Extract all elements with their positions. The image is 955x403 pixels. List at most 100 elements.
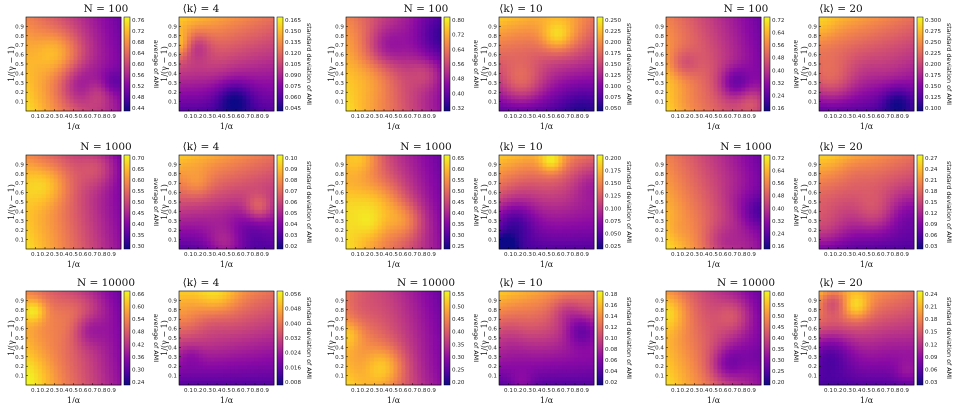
heatmap-cell <box>401 60 406 65</box>
heatmap-cell <box>401 36 406 41</box>
heatmap-cell <box>57 202 63 207</box>
heatmap-cell <box>222 28 227 34</box>
heatmap-cell <box>709 107 714 112</box>
heatmap-cell <box>109 237 114 242</box>
heatmap-cell <box>353 48 359 53</box>
heatmap-cell <box>902 91 907 96</box>
heatmap-cell <box>902 87 907 92</box>
heatmap-cell <box>369 32 375 37</box>
heatmap-cell <box>874 91 879 96</box>
heatmap-cell <box>41 103 47 108</box>
heatmap-cell <box>61 24 66 30</box>
heatmap-cell <box>886 20 891 26</box>
heatmap-cell <box>709 67 714 73</box>
heatmap-cell <box>81 67 86 73</box>
heatmap-cell <box>206 190 212 195</box>
heatmap-cell <box>218 79 223 84</box>
heatmap-cell <box>101 241 106 246</box>
heatmap-cell <box>894 64 899 69</box>
heatmap-cell <box>258 205 263 211</box>
heatmap-cell <box>729 32 734 37</box>
heatmap-cell <box>41 198 47 203</box>
colorbar-tick-label: 0.48 <box>452 77 465 83</box>
heatmap-cell <box>681 40 687 45</box>
heatmap-cell <box>550 75 555 81</box>
heatmap-cell <box>117 44 122 49</box>
heatmap-cell <box>238 241 243 246</box>
heatmap-cell <box>179 95 184 100</box>
heatmap-cell <box>179 20 184 26</box>
heatmap-cell <box>393 83 398 88</box>
heatmap-cell <box>262 103 267 108</box>
heatmap-cell <box>429 17 434 22</box>
heatmap-cell <box>830 48 836 53</box>
heatmap-cell <box>85 162 90 168</box>
heatmap-cell <box>210 75 216 81</box>
heatmap-cell <box>113 155 118 160</box>
heatmap-cell <box>530 36 536 41</box>
heatmap-cell <box>266 174 271 179</box>
heatmap-cell <box>97 32 102 37</box>
heatmap-cell <box>886 36 891 41</box>
heatmap-cell <box>93 107 98 112</box>
heatmap-cell <box>709 87 714 92</box>
heatmap-cell <box>685 60 691 65</box>
heatmap-cell <box>886 91 891 96</box>
heatmap-cell <box>389 24 394 30</box>
heatmap-cell <box>254 36 259 41</box>
heatmap-cell <box>234 178 239 183</box>
heatmap-cell <box>554 79 559 84</box>
heatmap-cell <box>179 64 184 69</box>
heatmap-cell <box>409 87 414 92</box>
heatmap-cell <box>590 28 595 34</box>
heatmap-cell <box>725 107 730 112</box>
heatmap-cell <box>242 209 247 215</box>
heatmap-cell <box>41 56 47 61</box>
heatmap-cell <box>97 75 102 81</box>
heatmap-cell <box>117 71 122 77</box>
heatmap-cell <box>266 91 271 96</box>
heatmap-cell <box>105 225 110 230</box>
heatmap-cell <box>906 17 911 22</box>
heatmap-cell <box>250 213 255 219</box>
heatmap-cell <box>77 233 82 238</box>
heatmap-cell <box>234 170 239 175</box>
y-tick-label: 0.1 <box>488 100 497 106</box>
heatmap-cell <box>45 79 51 84</box>
heatmap-cell <box>69 209 74 215</box>
heatmap-cell <box>346 99 351 104</box>
heatmap-cell <box>190 71 196 77</box>
heatmap-cell <box>705 48 710 53</box>
heatmap-cell <box>826 24 832 30</box>
heatmap-cell <box>117 67 122 73</box>
heatmap-cell <box>685 75 691 81</box>
heatmap-cell <box>737 107 742 112</box>
heatmap-cell <box>97 233 102 238</box>
heatmap-cell <box>266 213 271 219</box>
heatmap-cell <box>749 32 754 37</box>
heatmap-cell <box>822 107 828 112</box>
heatmap-cell <box>530 48 536 53</box>
heatmap-cell <box>89 237 94 242</box>
heatmap-cell <box>578 107 583 112</box>
heatmap-cell <box>673 95 679 100</box>
heatmap-cell <box>93 217 98 222</box>
heatmap-cell <box>89 233 94 238</box>
heatmap-cell <box>41 87 47 92</box>
heatmap-cell <box>214 44 219 49</box>
heatmap-cell <box>105 95 110 100</box>
heatmap-cell <box>198 158 204 164</box>
heatmap-cell <box>26 178 31 183</box>
heatmap-cell <box>701 64 706 69</box>
heatmap-cell <box>214 217 219 222</box>
heatmap-cell <box>65 182 70 187</box>
heatmap-cell <box>346 44 351 49</box>
heatmap-cell <box>179 83 184 88</box>
heatmap-cell <box>385 95 390 100</box>
heatmap-cell <box>749 36 754 41</box>
colorbar-tick-label: 0.48 <box>772 56 785 62</box>
heatmap-cell <box>190 64 196 69</box>
heatmap-cell <box>85 233 90 238</box>
y-tick-label: 0.9 <box>808 24 817 30</box>
heatmap-cell <box>846 71 852 77</box>
